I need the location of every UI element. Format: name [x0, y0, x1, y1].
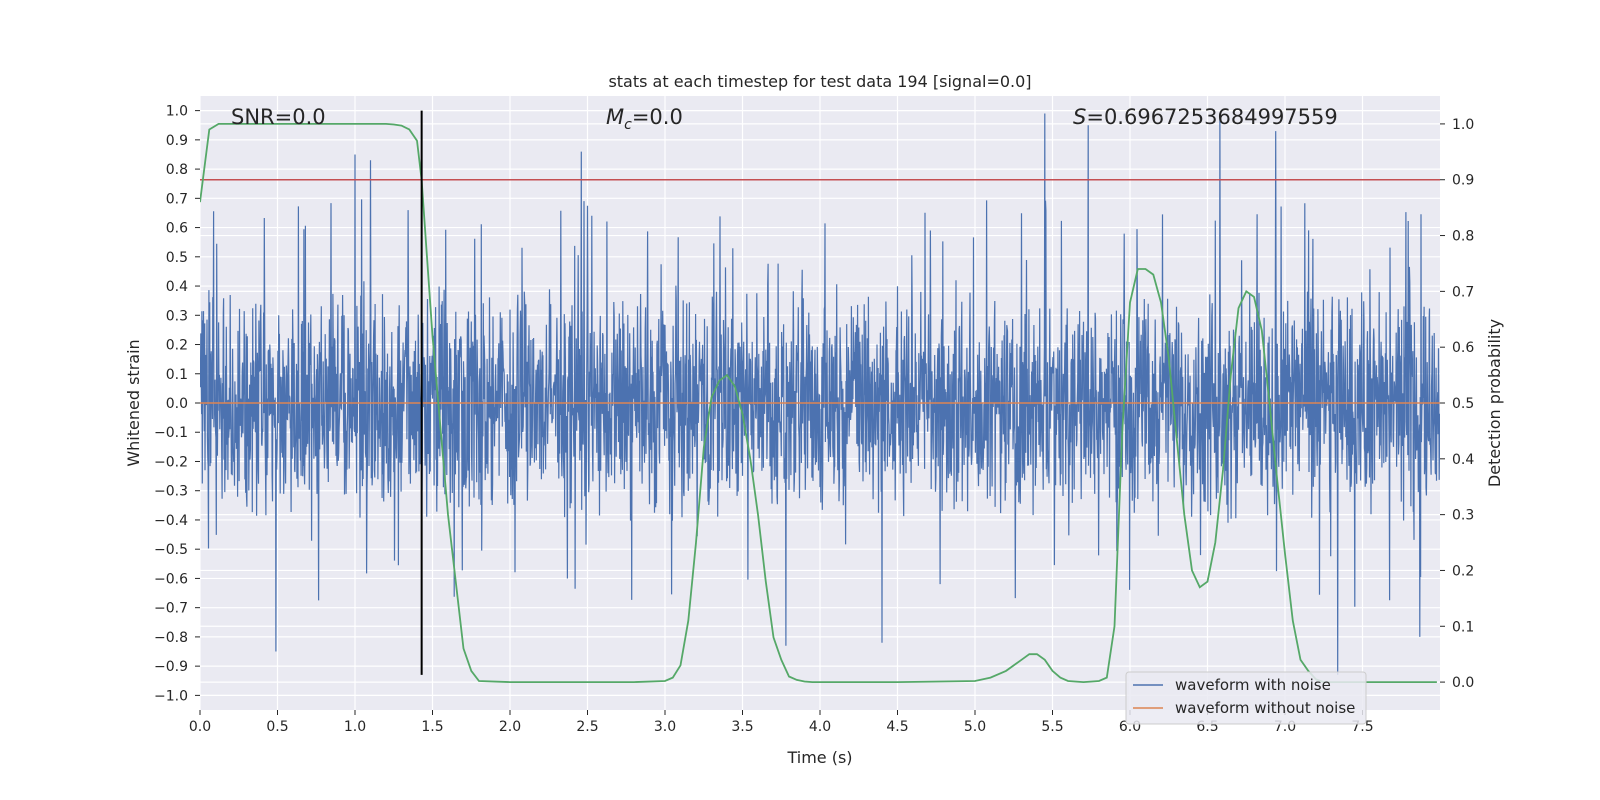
y-tick-label: 0.2 — [166, 338, 188, 354]
y-tick-label: 0.6 — [166, 221, 188, 237]
y-axis-label: Whitened strain — [124, 339, 143, 466]
y2-tick-label: 0.9 — [1452, 173, 1474, 189]
y2-axis-label: Detection probability — [1485, 319, 1504, 487]
y-tick-label: −0.1 — [154, 425, 188, 441]
y-tick-label: −0.4 — [154, 513, 188, 529]
y-tick-label: −0.3 — [154, 484, 188, 500]
x-tick-label: 5.5 — [1041, 719, 1063, 735]
y2-tick-label: 0.3 — [1452, 508, 1474, 524]
y2-tick-label: 0.1 — [1452, 619, 1474, 635]
y-tick-label: −1.0 — [154, 688, 188, 704]
x-tick-label: 5.0 — [964, 719, 986, 735]
y2-tick-label: 0.4 — [1452, 452, 1474, 468]
legend: waveform with noise waveform without noi… — [1125, 671, 1367, 725]
snr-annotation: SNR=0.0 — [231, 105, 326, 129]
y-tick-label: 0.9 — [166, 133, 188, 149]
y2-tick-label: 0.2 — [1452, 563, 1474, 579]
y-tick-label: 0.3 — [166, 308, 188, 324]
y-tick-label: −0.8 — [154, 630, 188, 646]
x-tick-label: 3.0 — [654, 719, 676, 735]
x-tick-label: 2.5 — [576, 719, 598, 735]
y-tick-label: −0.6 — [154, 571, 188, 587]
score-annotation: S=0.6967253684997559 — [1073, 105, 1338, 129]
y-tick-label: 0.1 — [166, 367, 188, 383]
y-tick-label: −0.2 — [154, 454, 188, 470]
y-tick-label: 1.0 — [166, 104, 188, 120]
y-tick-label: 0.4 — [166, 279, 188, 295]
y2-tick-label: 0.7 — [1452, 284, 1474, 300]
y-axis-right: 1.0 0.9 0.8 0.7 0.6 0.5 0.4 0.3 0.2 0.1 0.0 — [1440, 117, 1474, 691]
x-tick-label: 2.0 — [499, 719, 521, 735]
y2-tick-label: 0.6 — [1452, 340, 1474, 356]
legend-label-noise: waveform with noise — [1175, 676, 1331, 694]
x-tick-label: 1.5 — [421, 719, 443, 735]
y-tick-label: −0.5 — [154, 542, 188, 558]
x-axis-label: Time (s) — [786, 748, 852, 767]
legend-label-clean: waveform without noise — [1175, 699, 1355, 717]
y-tick-label: 0.5 — [166, 250, 188, 266]
x-tick-label: 0.5 — [266, 719, 288, 735]
x-tick-label: 4.0 — [809, 719, 831, 735]
legend-box — [1125, 671, 1367, 725]
y-tick-label: −0.9 — [154, 659, 188, 675]
chart-title: stats at each timestep for test data 194… — [608, 72, 1031, 91]
x-tick-label: 4.5 — [886, 719, 908, 735]
y-axis-left: 1.0 0.9 0.8 0.7 0.6 0.5 0.4 0.3 0.2 0.1 0.0 −0.1 −0.… — [154, 104, 200, 704]
y-tick-label: 0.7 — [166, 191, 188, 207]
y2-tick-label: 0.0 — [1452, 675, 1474, 691]
x-tick-label: 1.0 — [344, 719, 366, 735]
y2-tick-label: 1.0 — [1452, 117, 1474, 133]
x-tick-label: 3.5 — [731, 719, 753, 735]
chirp-mass-annotation: Mc=0.0 — [606, 105, 683, 133]
x-tick-label: 0.0 — [189, 719, 211, 735]
y2-tick-label: 0.8 — [1452, 229, 1474, 245]
y-tick-label: 0.8 — [166, 162, 188, 178]
detection-probability-series — [200, 123, 1437, 684]
y2-tick-label: 0.5 — [1452, 396, 1474, 412]
y-tick-label: −0.7 — [154, 601, 188, 617]
y-tick-label: 0.0 — [166, 396, 188, 412]
